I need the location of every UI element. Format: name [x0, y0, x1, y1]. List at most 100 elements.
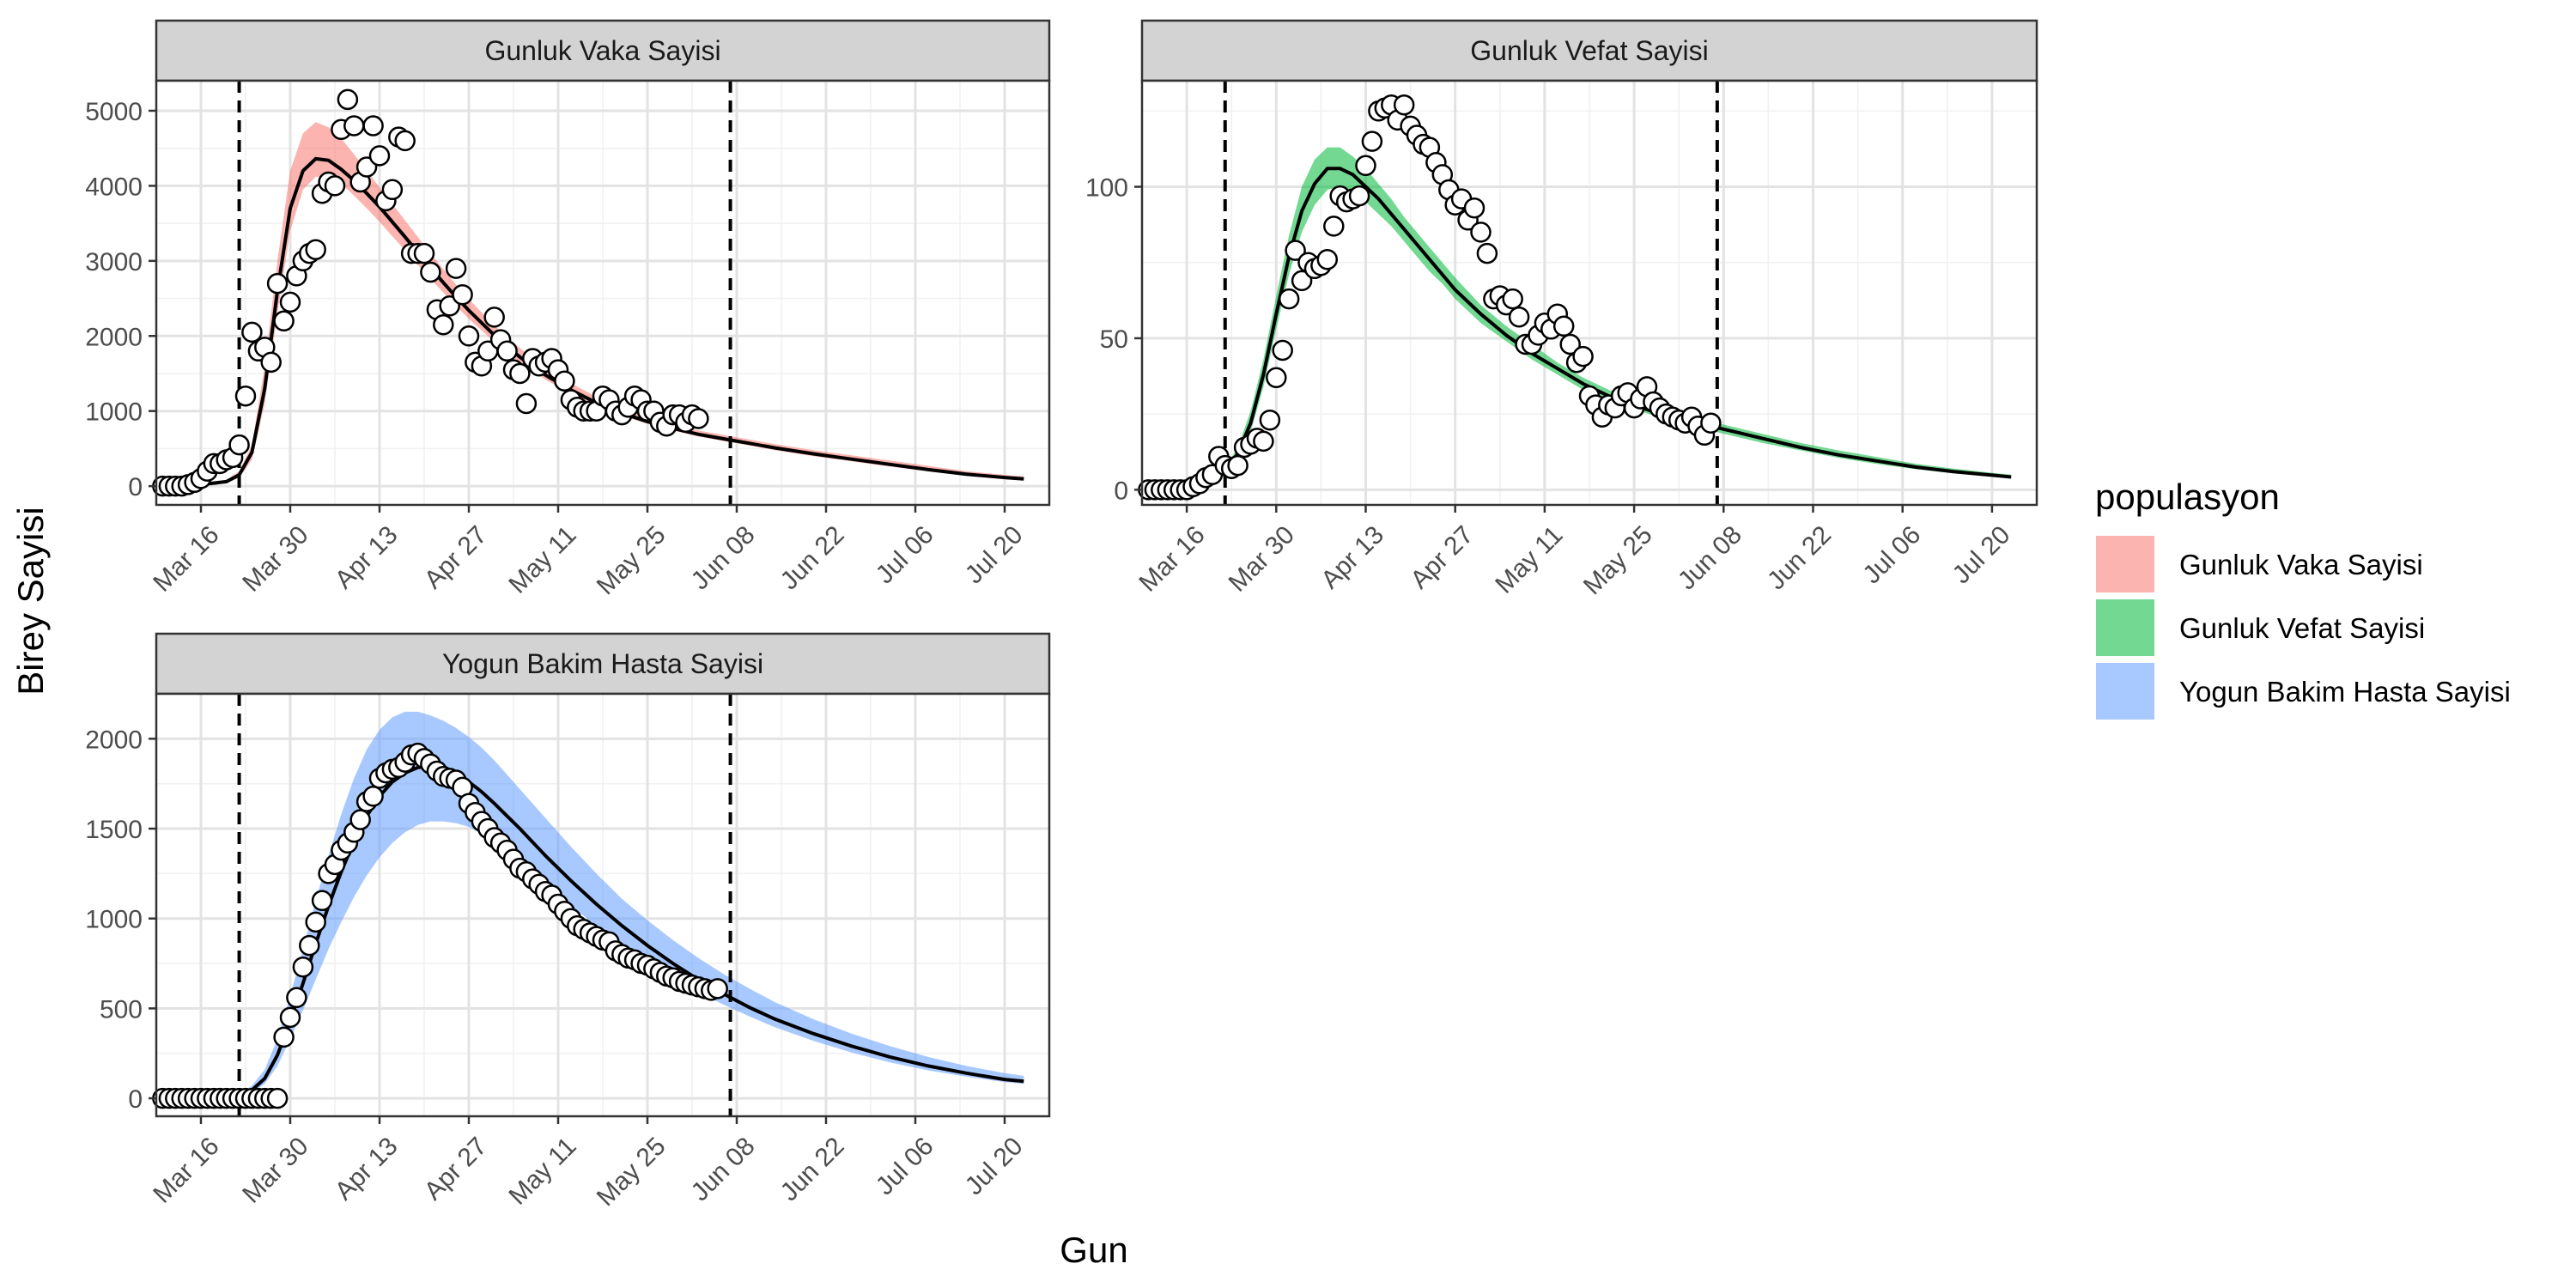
x-tick-label: Mar 30 [237, 520, 313, 597]
observed-point [1361, 131, 1383, 152]
observed-point [234, 385, 257, 407]
panel-yogun-bakim-hasta-sayisi: Yogun Bakim Hasta Sayisi 0 500 1000 1500 2000… [85, 632, 1051, 1212]
x-tick-label: Jul 20 [960, 1132, 1029, 1200]
legend-label: Yogun Bakim Hasta Sayisi [2179, 676, 2511, 708]
observed-point [362, 115, 384, 137]
observed-point [515, 392, 538, 415]
x-tick-label: Mar 16 [148, 1132, 224, 1208]
legend-label: Gunluk Vaka Sayisi [2179, 549, 2423, 580]
y-tick-label: 4000 [85, 173, 143, 201]
x-axis-title: Gun [1060, 1230, 1127, 1270]
observed-point [381, 179, 404, 201]
x-tick-label: Jul 20 [1947, 520, 2016, 589]
observed-point [241, 321, 263, 343]
observed-point [311, 890, 333, 912]
observed-point [1291, 270, 1313, 292]
strip-label: Gunluk Vefat Sayisi [1470, 35, 1708, 66]
x-tick-label: Jun 08 [686, 1132, 761, 1206]
observed-point [1266, 367, 1287, 389]
observed-point [228, 434, 250, 456]
strip-yogun-bakim-hasta-sayisi [155, 632, 1051, 696]
x-tick-label: Mar 16 [148, 520, 224, 597]
observed-point [324, 175, 346, 197]
y-tick-label: 2000 [85, 726, 143, 754]
panel-border [1140, 79, 2038, 507]
y-tick-label: 1500 [85, 816, 143, 844]
x-tick-label: Jun 22 [1762, 520, 1837, 595]
x-tick-label: May 25 [1578, 520, 1658, 600]
observed-point [1316, 248, 1339, 270]
x-tick-label: Apr 13 [1315, 520, 1389, 594]
observed-point [343, 115, 365, 137]
legend-key [2096, 599, 2154, 656]
observed-point [509, 362, 531, 385]
x-tick-label: Apr 13 [330, 520, 404, 594]
x-tick-label: May 11 [503, 1132, 581, 1210]
observed-point [496, 340, 518, 362]
x-tick-label: Apr 27 [1406, 520, 1479, 594]
strip-label: Gunluk Vaka Sayisi [484, 35, 720, 66]
y-axis-title: Birey Sayisi [10, 507, 51, 695]
observed-point [1227, 454, 1249, 477]
observed-point [1470, 222, 1492, 243]
y-tick-label: 100 [1085, 174, 1128, 203]
x-tick-label: May 11 [503, 520, 581, 598]
observed-point [1272, 339, 1293, 361]
observed-point [1253, 430, 1274, 453]
x-tick-label: May 11 [1490, 520, 1568, 598]
observed-point [554, 370, 575, 392]
x-tick-label: Jul 20 [960, 520, 1029, 589]
panels-layer: Gunluk Vaka Sayisi010002000300040005000M… [85, 19, 2038, 1212]
observed-point [707, 978, 728, 999]
strip-label: Yogun Bakim Hasta Sayisi [442, 648, 763, 679]
y-tick-label: 50 [1100, 325, 1128, 354]
observed-point [1348, 185, 1370, 207]
legend-key [2096, 536, 2154, 592]
observed-point [452, 283, 473, 306]
legend-label: Gunluk Vefat Sayisi [2179, 612, 2425, 644]
legend: populasyon Gunluk Vaka Sayisi Gunluk Vefa… [2095, 477, 2511, 720]
observed-point [433, 313, 454, 336]
legend-key [2096, 663, 2154, 720]
band-yogun-bakim-hasta-sayisi [162, 711, 1024, 1099]
band-gunluk-vaka-sayisi [162, 122, 1024, 487]
observed-point [1552, 315, 1575, 337]
observed-point [273, 310, 295, 332]
observed-point [1323, 216, 1345, 237]
panel-border [155, 79, 1051, 507]
observed-point [420, 261, 441, 283]
x-tick-label: Jun 22 [775, 1132, 850, 1206]
observed-point [286, 987, 307, 1009]
panel-border [155, 692, 1051, 1118]
legend-item: Gunluk Vefat Sayisi [2096, 599, 2425, 656]
legend-title: populasyon [2095, 477, 2280, 517]
observed-point [1572, 345, 1594, 368]
observed-point [273, 1026, 295, 1048]
observed-point [299, 934, 320, 957]
observed-point [305, 239, 326, 260]
x-tick-label: Jun 08 [686, 520, 761, 595]
observed-point [279, 291, 301, 313]
observed-point [266, 1087, 289, 1109]
x-tick-label: Jun 22 [775, 520, 850, 595]
x-tick-label: Mar 16 [1133, 520, 1210, 597]
y-tick-label: 0 [128, 1085, 143, 1114]
x-tick-label: May 25 [592, 1132, 671, 1212]
observed-point [368, 145, 391, 167]
observed-point [292, 956, 314, 978]
observed-point [413, 242, 435, 264]
observed-point [1355, 155, 1376, 177]
observed-point [688, 408, 709, 429]
observed-point [260, 351, 282, 374]
legend-items: Gunluk Vaka Sayisi Gunluk Vefat Sayisi Yog… [2096, 536, 2511, 720]
x-tick-label: Apr 13 [330, 1132, 404, 1206]
y-tick-label: 1000 [85, 398, 143, 427]
observed-point [362, 786, 384, 807]
fit-line-gunluk-vefat-sayisi [1148, 167, 2012, 492]
x-tick-label: Mar 30 [1224, 520, 1300, 597]
y-tick-label: 2000 [85, 323, 143, 351]
observed-point [266, 272, 289, 295]
y-tick-label: 0 [128, 473, 143, 501]
observed-point [1700, 412, 1722, 434]
